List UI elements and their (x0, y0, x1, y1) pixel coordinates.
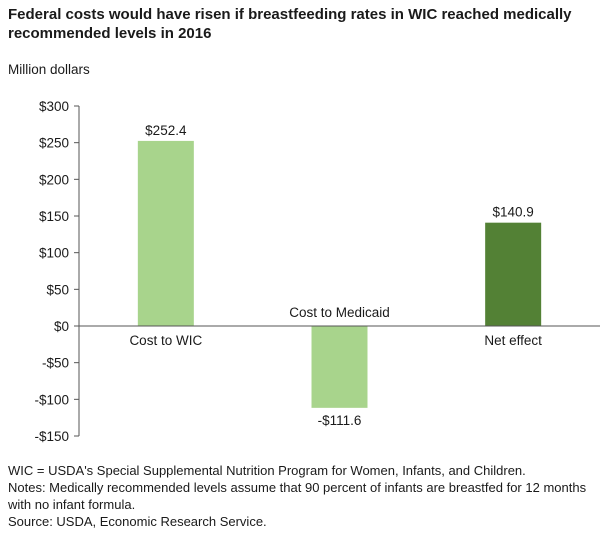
y-tick-label: $0 (54, 319, 69, 334)
category-label: Cost to WIC (129, 333, 202, 348)
chart-title: Federal costs would have risen if breast… (8, 6, 572, 42)
bar-cost-to-wic (137, 140, 194, 326)
bars-group (137, 140, 542, 408)
data-label: $140.9 (493, 205, 534, 220)
y-axis: $300 $250 $200 $150 $100 $50 $0 -$50 -$100 -$150 (34, 99, 79, 444)
data-label: -$111.6 (318, 413, 362, 428)
footnotes: WIC = USDA's Special Supplemental Nutrit… (8, 462, 604, 530)
y-tick-label: $50 (46, 282, 69, 297)
y-tick-label: -$50 (42, 356, 69, 371)
y-tick-label: $300 (39, 99, 69, 114)
category-label: Net effect (484, 333, 542, 348)
y-tick-label: $150 (39, 209, 69, 224)
bar-net-effect (485, 222, 542, 326)
y-tick-label: -$100 (34, 392, 69, 407)
bar-chart: $300$250$200$150$100$50$0-$50-$100-$150 … (34, 99, 600, 444)
y-axis-unit-label: Million dollars (8, 62, 90, 77)
note-source: Source: USDA, Economic Research Service. (8, 514, 267, 529)
category-label: Cost to Medicaid (289, 305, 390, 320)
note-method: Notes: Medically recommended levels assu… (8, 480, 587, 512)
y-tick-label: $100 (39, 246, 69, 261)
note-abbreviation: WIC = USDA's Special Supplemental Nutrit… (8, 463, 526, 478)
labels-group: $252.4 Cost to WIC -$111.6 Cost to Medicaid… (129, 123, 542, 428)
y-tick-label: -$150 (34, 429, 69, 444)
data-label: $252.4 (145, 123, 187, 138)
y-tick-label: $250 (39, 136, 69, 151)
bar-cost-to-medicaid (311, 326, 368, 408)
y-tick-label: $200 (39, 172, 69, 187)
